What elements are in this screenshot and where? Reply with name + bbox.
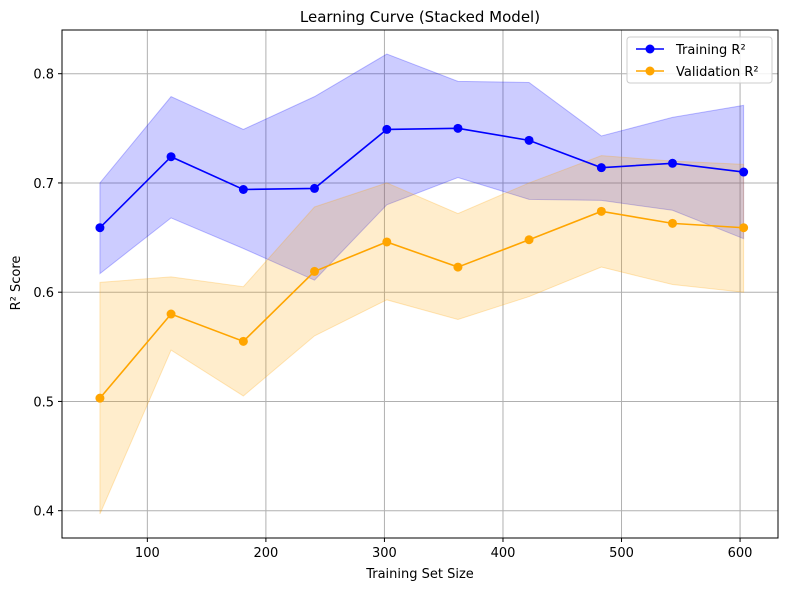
x-axis-label: Training Set Size bbox=[365, 567, 474, 582]
confidence-bands bbox=[99, 53, 745, 515]
series-point-0 bbox=[453, 123, 463, 133]
y-tick-label: 0.8 bbox=[33, 68, 54, 83]
series-point-0 bbox=[382, 124, 392, 134]
x-tick-label: 100 bbox=[135, 546, 160, 561]
series-point-1 bbox=[453, 262, 463, 272]
y-tick-label: 0.5 bbox=[33, 395, 54, 410]
series-point-1 bbox=[596, 206, 606, 216]
series-point-1 bbox=[667, 218, 677, 228]
legend-swatch-marker bbox=[645, 44, 655, 54]
series-point-0 bbox=[166, 152, 176, 162]
series-point-0 bbox=[739, 167, 749, 177]
series-point-1 bbox=[166, 309, 176, 319]
legend-swatch-marker bbox=[645, 66, 655, 76]
axis-ticks: 100 200 300 400 500 600 0.4 0.5 0.6 0.7 0.8 bbox=[33, 68, 752, 561]
series-point-0 bbox=[596, 163, 606, 173]
x-tick-label: 400 bbox=[491, 546, 516, 561]
y-tick-label: 0.4 bbox=[33, 505, 54, 520]
legend-label: Validation R² bbox=[676, 65, 759, 80]
series-point-1 bbox=[739, 223, 749, 233]
x-tick-label: 300 bbox=[372, 546, 397, 561]
grid bbox=[62, 30, 778, 538]
series-point-1 bbox=[309, 266, 319, 276]
series-lines bbox=[95, 123, 749, 403]
series-point-1 bbox=[382, 237, 392, 247]
series-point-1 bbox=[524, 235, 534, 245]
series-point-0 bbox=[309, 183, 319, 193]
y-tick-label: 0.6 bbox=[33, 286, 54, 301]
legend-label: Training R² bbox=[675, 43, 746, 58]
x-tick-label: 600 bbox=[728, 546, 753, 561]
series-point-1 bbox=[238, 336, 248, 346]
series-point-0 bbox=[95, 223, 105, 233]
legend: Training R² Validation R² bbox=[626, 36, 773, 84]
y-tick-label: 0.7 bbox=[33, 177, 54, 192]
series-point-1 bbox=[95, 393, 105, 403]
series-point-0 bbox=[667, 158, 677, 168]
series-point-0 bbox=[524, 135, 534, 145]
series-point-0 bbox=[238, 185, 248, 195]
chart-title: Learning Curve (Stacked Model) bbox=[300, 8, 540, 26]
y-axis-label: R² Score bbox=[9, 256, 24, 311]
x-tick-label: 500 bbox=[609, 546, 634, 561]
x-tick-label: 200 bbox=[253, 546, 278, 561]
series-line-0 bbox=[99, 127, 744, 229]
confidence-band-0 bbox=[99, 53, 745, 281]
plot-frame bbox=[61, 29, 779, 539]
series-line-1 bbox=[99, 210, 744, 399]
confidence-band-1 bbox=[99, 155, 745, 515]
